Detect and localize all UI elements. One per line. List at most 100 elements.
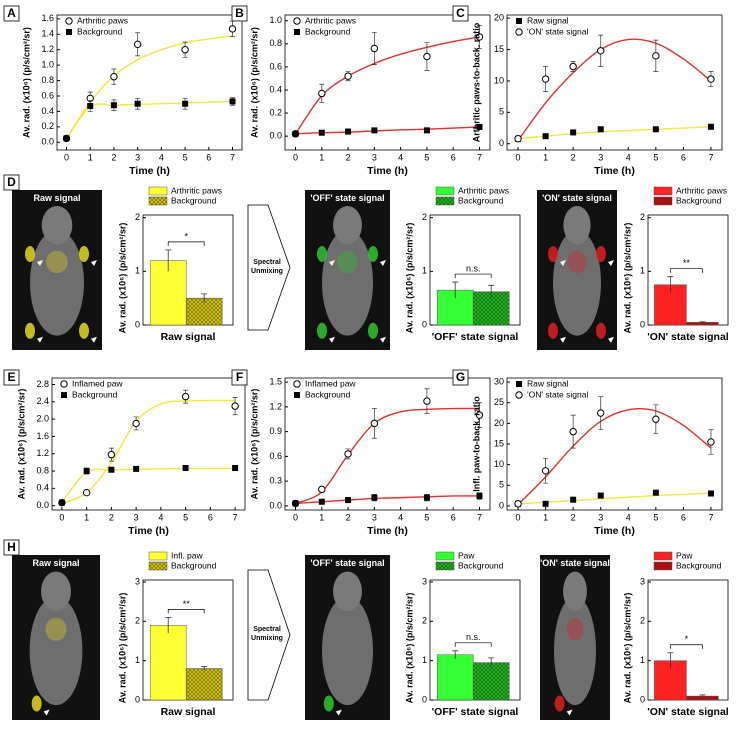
x-tick-label: 1 xyxy=(88,152,93,162)
legend-swatch-hatch xyxy=(149,197,167,205)
y-tick-label: 1.0 xyxy=(41,60,54,70)
y-tick-label: 30 xyxy=(494,377,504,387)
y-axis-label: Av. rad. (x10⁶) (p/s/cm²/sr) xyxy=(249,27,259,138)
significance-label: n.s. xyxy=(466,632,481,642)
data-point xyxy=(110,73,118,81)
x-axis-label: Raw signal xyxy=(161,331,216,343)
error-bar xyxy=(452,281,459,299)
arrow-shape xyxy=(247,569,291,701)
y-tick-label: 2.4 xyxy=(36,396,49,406)
data-point xyxy=(542,133,549,140)
y-tick-label: 1.2 xyxy=(36,448,49,458)
x-tick-label: 0 xyxy=(516,512,521,522)
x-tick-label: 4 xyxy=(158,512,163,522)
mouse-head xyxy=(333,206,362,245)
x-tick-label: 4 xyxy=(626,152,631,162)
arrow-label: Spectral Unmixing xyxy=(251,626,283,642)
mouse-body xyxy=(29,596,83,706)
error-bar xyxy=(201,666,208,671)
data-point xyxy=(570,129,577,136)
x-axis-label: 'OFF' state signal xyxy=(432,331,519,343)
legend-label: Infl. paw xyxy=(171,550,204,560)
x-tick-label: 7 xyxy=(708,152,713,162)
data-point xyxy=(371,127,378,134)
image-label: Raw signal xyxy=(33,193,81,203)
data-point xyxy=(707,490,714,497)
mouse-head xyxy=(41,571,71,612)
y-tick-label: 2.8 xyxy=(36,379,49,389)
data-point xyxy=(652,52,660,60)
significance-label: * xyxy=(685,634,689,644)
legend-swatch xyxy=(148,186,168,196)
y-axis-label: Av. rad. (x10⁶) (p/s/cm²/sr) xyxy=(622,593,632,704)
significance-label: ** xyxy=(183,599,191,609)
plot-frame xyxy=(51,377,246,511)
data-point xyxy=(108,466,115,473)
data-point xyxy=(110,102,117,109)
arrow-shape xyxy=(247,204,291,331)
y-tick-label: 0.4 xyxy=(269,84,282,94)
legend-swatch xyxy=(653,186,673,196)
x-tick-label: 6 xyxy=(208,512,213,522)
data-point xyxy=(345,497,352,504)
x-tick-label: 4 xyxy=(398,152,403,162)
panel-letter: G xyxy=(456,370,465,384)
y-tick-label: 5 xyxy=(499,480,504,490)
error-bar xyxy=(699,321,706,323)
legend-swatch xyxy=(148,551,168,561)
data-point xyxy=(597,409,605,417)
data-point xyxy=(133,465,140,472)
data-point xyxy=(87,103,94,110)
data-point xyxy=(569,427,577,436)
data-point xyxy=(570,496,577,503)
y-axis-label: Av. rad. (x10⁶) (p/s/cm²/sr) xyxy=(16,389,26,500)
panel-letter-box xyxy=(3,369,20,386)
y-tick-label: 2 xyxy=(640,212,645,222)
error-bar xyxy=(667,276,674,293)
y-tick-label: 0.4 xyxy=(41,106,54,116)
y-tick-label: 0.6 xyxy=(41,90,54,100)
signal-spot xyxy=(317,322,327,339)
data-point xyxy=(231,402,239,410)
arrowhead xyxy=(37,336,43,343)
legend-label: Inflamed paw xyxy=(305,378,356,388)
y-tick-label: 0 xyxy=(135,319,140,329)
y-tick-label: 3 xyxy=(422,576,427,586)
data-point xyxy=(182,100,189,107)
significance-bracket xyxy=(670,268,703,273)
data-point xyxy=(652,126,659,133)
panel-letter: A xyxy=(7,6,16,20)
data-point xyxy=(229,98,236,105)
x-tick-label: 5 xyxy=(424,512,429,522)
image-label: 'OFF' state signal xyxy=(310,558,385,568)
mouse-body xyxy=(553,229,601,336)
signal-spot xyxy=(596,246,606,262)
legend-marker xyxy=(294,392,300,398)
significance-bracket xyxy=(454,273,492,279)
y-tick-label: 0.8 xyxy=(41,75,54,85)
mouse-body xyxy=(322,229,373,336)
arrowhead xyxy=(608,260,614,266)
panel-letter: D xyxy=(7,175,16,189)
y-tick-label: 0 xyxy=(135,694,140,704)
panel-letter: C xyxy=(456,6,465,20)
x-axis-label: Time (h) xyxy=(594,165,635,177)
signal-spot xyxy=(79,246,89,262)
legend-label: Background xyxy=(171,195,217,205)
x-tick-label: 1 xyxy=(319,152,324,162)
y-tick-label: 0.6 xyxy=(269,451,282,461)
panel-letter: E xyxy=(7,370,15,384)
significance-bracket xyxy=(167,241,205,246)
data-point xyxy=(344,72,352,80)
y-tick-label: 2 xyxy=(422,616,427,626)
legend-label: Background xyxy=(77,26,123,36)
signal-spot-faint xyxy=(46,250,68,274)
x-tick-label: 7 xyxy=(477,512,482,522)
data-point xyxy=(597,492,604,499)
data-point xyxy=(423,52,431,61)
x-tick-label: 0 xyxy=(64,152,69,162)
y-tick-label: 0 xyxy=(499,500,504,510)
y-tick-label: 20 xyxy=(494,13,504,23)
data-point xyxy=(475,33,484,41)
